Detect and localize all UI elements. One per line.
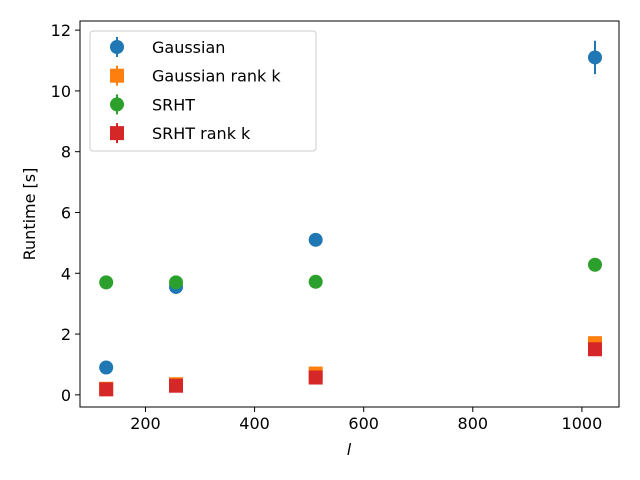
y-tick-label: 0 <box>61 386 71 405</box>
legend-box <box>89 30 317 152</box>
srht-point <box>169 275 184 290</box>
y-tick-label: 2 <box>61 325 71 344</box>
srht-point <box>308 274 323 289</box>
gaussian-point <box>99 360 114 375</box>
legend-marker <box>110 68 124 83</box>
y-tick-label: 8 <box>61 143 71 162</box>
legend-marker <box>110 97 124 112</box>
x-tick-label: 400 <box>239 414 270 433</box>
srht-point <box>587 257 602 272</box>
y-tick-label: 6 <box>61 203 71 222</box>
series-srht-rank-k <box>99 342 602 397</box>
legend-label: Gaussian rank k <box>152 67 281 86</box>
y-tick-label: 4 <box>61 264 71 283</box>
y-axis-ticks: 0 2 4 6 8 10 12 <box>51 21 80 405</box>
srht-rank-k-point <box>99 382 114 397</box>
legend-label: SRHT <box>152 95 195 114</box>
srht-rank-k-point <box>169 378 184 393</box>
legend: Gaussian Gaussian rank k SRHT SRHT rank k <box>89 30 317 152</box>
legend-marker <box>110 126 124 141</box>
series-gaussian <box>99 40 602 375</box>
srht-point <box>99 275 114 290</box>
x-tick-label: 200 <box>130 414 161 433</box>
x-tick-label: 600 <box>348 414 379 433</box>
srht-rank-k-point <box>308 370 323 385</box>
legend-label: SRHT rank k <box>152 124 251 143</box>
legend-marker <box>110 40 124 54</box>
srht-rank-k-point <box>587 342 602 357</box>
data-marks <box>99 40 602 397</box>
gaussian-point <box>587 50 602 65</box>
x-tick-label: 800 <box>458 414 489 433</box>
plot-area-frame <box>79 20 620 408</box>
x-tick-label: 1000 <box>562 414 603 433</box>
x-axis-label: l <box>347 440 352 459</box>
legend-label: Gaussian <box>152 38 225 57</box>
y-axis-label: Runtime [s] <box>20 168 39 261</box>
x-axis-ticks: 200 400 600 800 1000 <box>130 407 602 433</box>
gaussian-point <box>308 232 323 247</box>
y-tick-label: 12 <box>51 21 71 40</box>
y-tick-label: 10 <box>51 82 71 101</box>
series-srht <box>99 257 602 290</box>
